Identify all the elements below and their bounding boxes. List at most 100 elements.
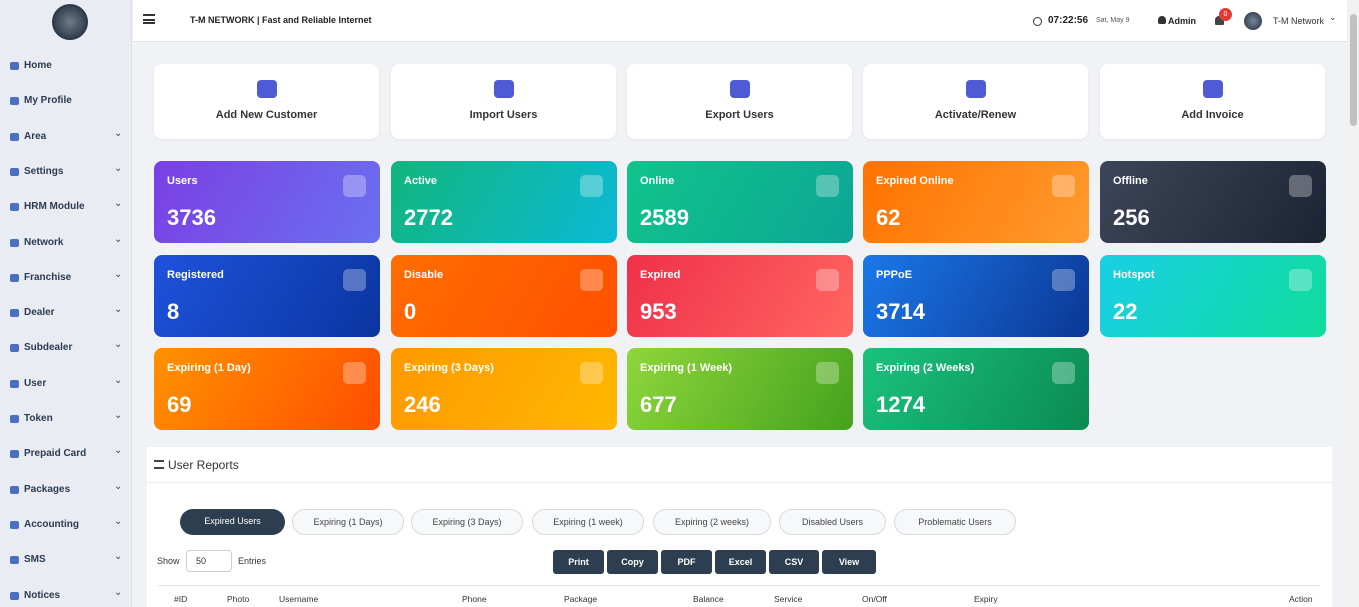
sidebar-item[interactable]: My Profile	[24, 95, 72, 107]
stat-value: 69	[167, 392, 192, 417]
sidebar-item[interactable]: Dealer	[24, 307, 55, 319]
table-header	[157, 585, 1320, 607]
chevron: ⌄	[114, 198, 123, 210]
chevron: ⌄	[114, 304, 123, 316]
export-button[interactable]: Copy	[607, 550, 658, 574]
column-header[interactable]: Balance	[693, 594, 724, 604]
chevron: ⌄	[114, 515, 123, 527]
column-header[interactable]: On/Off	[862, 594, 887, 604]
stat-label: Expiring (1 Day)	[167, 362, 251, 374]
report-tab[interactable]: Expired Users	[180, 509, 285, 535]
stat-label: Expired	[640, 269, 681, 281]
sidebar-item[interactable]: Franchise	[24, 271, 72, 283]
stat-card[interactable]: Expired Online 62	[863, 161, 1089, 243]
chevron: ⌄	[114, 410, 123, 421]
stat-icon	[580, 362, 603, 384]
action-card[interactable]: Add Invoice	[1100, 64, 1325, 139]
badge: 0	[1219, 8, 1232, 21]
action-card[interactable]: Activate/Renew	[863, 64, 1088, 139]
stat-card[interactable]: Disable 0	[391, 255, 617, 337]
sidebar-icon	[10, 309, 19, 318]
stat-value: 0	[404, 299, 417, 324]
sidebar-item[interactable]: Settings	[24, 165, 64, 177]
stat-card[interactable]: Online 2589	[627, 161, 853, 243]
action-card[interactable]: Add New Customer	[154, 64, 379, 139]
sidebar-item[interactable]: HRM Module	[24, 201, 85, 213]
chevron: ⌄	[114, 339, 123, 351]
sidebar-item[interactable]: SMS	[24, 554, 46, 566]
stat-card[interactable]: Expiring (1 Week) 677	[627, 348, 853, 430]
report-tab[interactable]: Disabled Users	[779, 509, 886, 535]
column-header[interactable]: Service	[774, 594, 803, 604]
column-header[interactable]: Package	[564, 594, 598, 604]
stat-label: PPPoE	[876, 269, 913, 281]
scrollbar	[1347, 0, 1359, 607]
scroll-thumb	[1350, 14, 1357, 126]
column-header[interactable]: Expiry	[974, 594, 998, 604]
stat-card[interactable]: Hotspot 22	[1100, 255, 1326, 337]
clock-icon	[1033, 17, 1042, 26]
stat-label: Online	[640, 175, 675, 187]
entries-select[interactable]: 50	[186, 550, 232, 572]
sidebar-item[interactable]: Accounting	[24, 518, 79, 530]
stat-card[interactable]: Expiring (2 Weeks) 1274	[863, 348, 1089, 430]
stat-label: Expiring (3 Days)	[404, 362, 494, 374]
sidebar-item[interactable]: Token	[24, 413, 53, 424]
export-button[interactable]: Excel	[715, 550, 766, 574]
stat-icon	[580, 175, 603, 197]
column-header[interactable]: Username	[279, 594, 319, 604]
chevron: ⌄	[114, 374, 123, 386]
stat-icon	[343, 362, 366, 384]
action-card[interactable]: Export Users	[627, 64, 852, 139]
menu-toggle[interactable]	[143, 14, 155, 24]
action-label: Import Users	[469, 109, 538, 121]
show-label: Show	[157, 556, 180, 566]
stat-card[interactable]: Offline 256	[1100, 161, 1326, 243]
export-button[interactable]: Print	[553, 550, 604, 574]
report-tab[interactable]: Problematic Users	[894, 509, 1016, 535]
stat-icon	[816, 175, 839, 197]
sidebar-item[interactable]: Home	[24, 60, 52, 71]
export-button[interactable]: PDF	[661, 550, 712, 574]
sidebar-item[interactable]: Prepaid Card	[24, 448, 87, 460]
stat-label: Registered	[167, 269, 224, 281]
chevron: ⌄	[114, 268, 123, 280]
column-header[interactable]: Photo	[227, 594, 250, 604]
export-button[interactable]: CSV	[769, 550, 819, 574]
sidebar-item[interactable]: Area	[24, 130, 47, 142]
sidebar-item[interactable]: Subdealer	[24, 342, 73, 354]
sidebar	[0, 0, 132, 607]
stat-card[interactable]: Expiring (3 Days) 246	[391, 348, 617, 430]
report-tab[interactable]: Expiring (1 Days)	[292, 509, 404, 535]
user[interactable]: Admin	[1168, 16, 1196, 26]
reports-icon	[154, 460, 164, 469]
sidebar-icon	[10, 62, 19, 70]
stat-card[interactable]: Active 2772	[391, 161, 617, 243]
bell[interactable]	[1215, 16, 1224, 25]
reports-rule	[147, 482, 1332, 483]
report-tab[interactable]: Expiring (1 week)	[532, 509, 644, 535]
sidebar-item[interactable]: User	[24, 377, 47, 389]
sidebar-item[interactable]: Network	[24, 236, 64, 248]
stat-card[interactable]: Expired 953	[627, 255, 853, 337]
action-label: Export Users	[705, 109, 774, 121]
stat-value: 2772	[404, 205, 453, 230]
stat-icon	[580, 269, 603, 291]
report-tab[interactable]: Expiring (3 Days)	[411, 509, 523, 535]
stat-card[interactable]: PPPoE 3714	[863, 255, 1089, 337]
column-header[interactable]: #ID	[174, 594, 188, 604]
stat-card[interactable]: Expiring (1 Day) 69	[154, 348, 380, 430]
sidebar-item[interactable]: Notices	[24, 589, 61, 601]
caret: ⌄	[1329, 12, 1337, 22]
stat-value: 62	[876, 205, 901, 230]
account[interactable]: T-M Network	[1273, 16, 1325, 26]
column-header[interactable]: Action	[1289, 594, 1313, 604]
stat-card[interactable]: Users 3736	[154, 161, 380, 243]
report-tab[interactable]: Expiring (2 weeks)	[653, 509, 771, 535]
sidebar-item[interactable]: Packages	[24, 483, 71, 495]
action-card[interactable]: Import Users	[391, 64, 616, 139]
export-button[interactable]: View	[822, 550, 876, 574]
stat-card[interactable]: Registered 8	[154, 255, 380, 337]
column-header[interactable]: Phone	[462, 594, 487, 604]
stat-label: Disable	[404, 269, 444, 281]
